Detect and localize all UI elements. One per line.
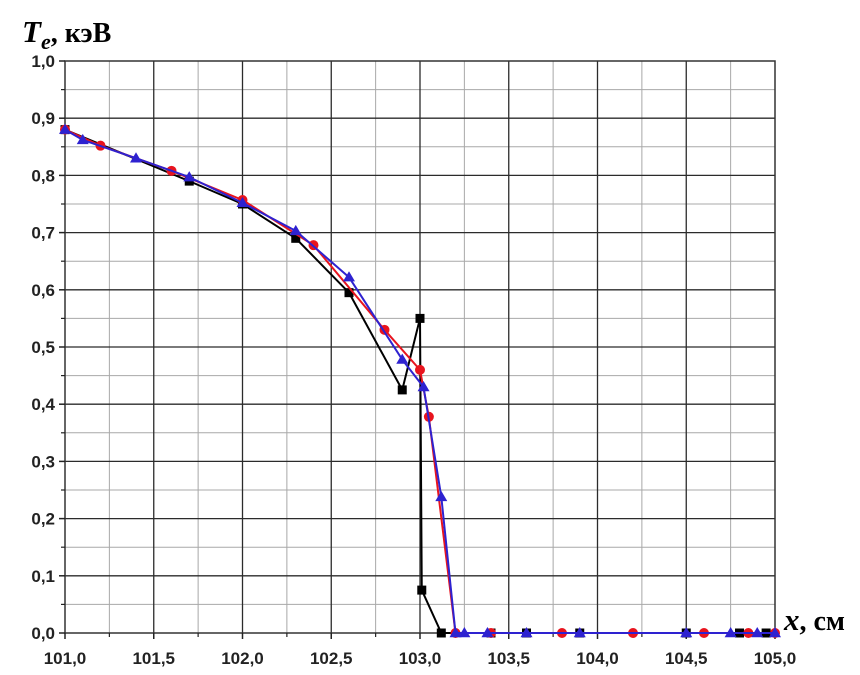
data-point-triangle <box>751 627 764 638</box>
y-tick-label: 0,0 <box>31 624 55 643</box>
data-point-square <box>397 385 407 395</box>
data-point-triangle <box>76 133 89 145</box>
data-point-triangle <box>769 627 781 638</box>
y-axis-unit: , кэВ <box>51 18 112 49</box>
x-axis-unit: , см <box>800 606 846 637</box>
series-line <box>64 128 767 634</box>
x-tick-label: 104,0 <box>576 649 619 668</box>
data-point-triangle <box>130 152 142 163</box>
x-axis-symbol: x <box>783 602 800 637</box>
series-triangle <box>59 123 781 638</box>
x-tick-label: 102,5 <box>310 649 353 668</box>
y-tick-label: 0,7 <box>31 224 55 243</box>
y-axis-subscript: e <box>41 29 51 54</box>
tick-labels: 101,0 101,5 102,0 102,5 103,0 103,5 104,0 104,5… <box>31 52 796 668</box>
data-point-square <box>291 233 301 243</box>
data-point-triangle <box>458 627 471 638</box>
data-point-triangle <box>396 353 409 364</box>
x-axis-title: x, см <box>783 602 845 637</box>
x-tick-label: 101,0 <box>44 649 87 668</box>
data-point-triangle <box>449 627 462 638</box>
data-point-square <box>344 288 354 298</box>
x-tick-label: 105,0 <box>754 649 797 668</box>
data-point-circle <box>415 364 425 375</box>
y-tick-label: 1,0 <box>31 52 55 71</box>
data-point-triangle <box>435 490 448 502</box>
data-point-triangle <box>520 627 533 638</box>
y-tick-label: 0,2 <box>31 510 55 529</box>
series-square <box>60 125 771 638</box>
x-tick-label: 104,5 <box>665 649 708 668</box>
x-tick-label: 101,5 <box>132 649 175 668</box>
data-point-triangle <box>680 627 693 638</box>
y-tick-label: 0,5 <box>31 338 55 357</box>
data-point-triangle <box>724 627 737 638</box>
data-point-triangle <box>573 627 586 638</box>
data-point-square <box>417 585 427 595</box>
x-tick-label: 103,0 <box>399 649 442 668</box>
data-point-triangle <box>236 196 249 208</box>
data-point-triangle <box>289 224 302 236</box>
y-tick-label: 0,8 <box>31 166 55 185</box>
x-tick-label: 102,0 <box>221 649 264 668</box>
data-point-triangle <box>481 627 494 638</box>
data-point-triangle <box>59 123 71 134</box>
y-tick-label: 0,1 <box>31 567 55 586</box>
axis-ticks <box>59 60 776 639</box>
x-tick-label: 103,5 <box>487 649 530 668</box>
major-grid <box>65 61 775 633</box>
y-tick-label: 0,9 <box>31 109 55 128</box>
data-point-triangle <box>183 171 196 182</box>
y-axis-symbol: T <box>22 14 42 49</box>
y-axis-title: Te, кэВ <box>22 14 111 54</box>
data-point-triangle <box>417 381 430 392</box>
data-point-square <box>436 628 446 638</box>
data-point-triangle <box>343 271 355 282</box>
y-tick-label: 0,3 <box>31 452 55 471</box>
y-tick-label: 0,6 <box>31 281 55 300</box>
y-tick-label: 0,4 <box>31 395 55 414</box>
series-layer <box>59 123 781 638</box>
data-point-square <box>415 313 425 323</box>
